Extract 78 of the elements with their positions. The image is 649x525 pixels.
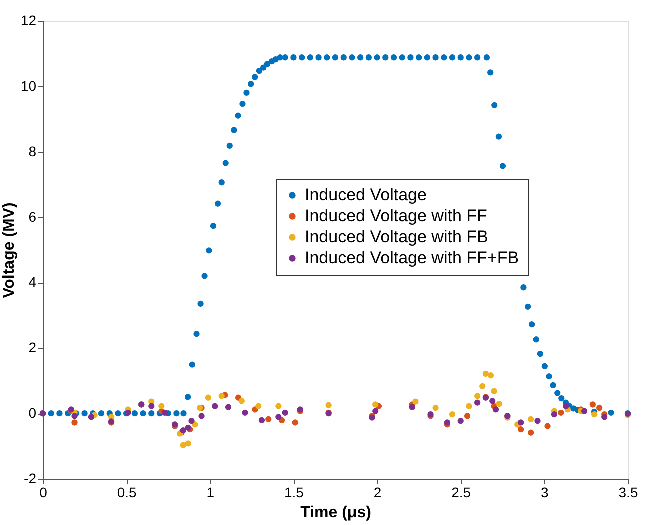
point: [466, 403, 472, 410]
point: [551, 411, 558, 418]
point: [518, 420, 524, 426]
point: [482, 370, 490, 378]
point: [488, 372, 494, 379]
point: [88, 414, 95, 420]
point: [518, 426, 524, 433]
point: [188, 418, 195, 424]
point: [282, 410, 288, 416]
y-tick-label: 0: [28, 405, 37, 422]
y-axis-title: Voltage (MV): [0, 202, 18, 298]
point: [496, 401, 502, 408]
x-tick-label: 0.5: [117, 484, 138, 500]
point: [276, 414, 282, 420]
point: [602, 414, 608, 420]
point: [480, 383, 486, 390]
point: [412, 398, 419, 405]
x-tick-label: 3.5: [618, 484, 638, 500]
point: [242, 410, 248, 416]
point: [528, 430, 534, 436]
point: [162, 410, 168, 416]
point: [292, 420, 298, 426]
x-axis-title: Time (μs): [300, 504, 372, 522]
point: [372, 408, 379, 414]
point: [581, 408, 588, 414]
point: [276, 403, 282, 410]
point: [596, 404, 603, 412]
point: [558, 410, 564, 416]
point: [534, 418, 541, 424]
point: [212, 403, 218, 410]
legend-label: Induced Voltage with FF: [305, 206, 488, 226]
point: [158, 403, 165, 410]
point: [326, 402, 332, 408]
y-tick-label: 4: [28, 274, 37, 290]
point: [225, 404, 232, 410]
y-tick-label: 2: [28, 340, 37, 356]
point: [474, 400, 481, 406]
point: [72, 413, 78, 420]
point: [258, 417, 266, 424]
point: [563, 403, 570, 410]
point: [238, 398, 245, 404]
point: [72, 420, 78, 426]
point: [185, 440, 192, 447]
legend-label: Induced Voltage with FF+FB: [305, 248, 520, 268]
y-tick-label: 8: [28, 143, 37, 160]
legend-label: Induced Voltage with FB: [305, 228, 488, 246]
y-tick-label: 12: [20, 12, 37, 28]
x-tick-label: 3: [541, 484, 550, 500]
point: [590, 402, 596, 408]
point: [432, 404, 439, 412]
x-tick-label: 1.5: [284, 484, 304, 500]
point: [205, 394, 212, 401]
point: [256, 403, 262, 410]
point: [180, 442, 186, 448]
point: [218, 393, 225, 400]
point: [528, 416, 534, 423]
y-tick-label: 6: [28, 208, 37, 225]
point: [449, 411, 456, 418]
point: [266, 416, 272, 423]
y-tick-label: 10: [20, 78, 37, 94]
point: [491, 388, 498, 394]
point: [464, 413, 471, 420]
point: [458, 418, 464, 424]
point: [474, 393, 481, 400]
point: [409, 404, 416, 410]
point: [544, 423, 551, 430]
x-tick-label: 2.5: [452, 484, 472, 500]
point: [490, 398, 496, 404]
x-tick-label: 1: [206, 484, 215, 500]
x-tick-label: 0: [40, 484, 48, 500]
point: [492, 406, 500, 413]
legend-label: Induced Voltage: [305, 186, 427, 204]
point: [198, 413, 205, 420]
point: [591, 411, 598, 418]
point: [372, 402, 379, 408]
point: [148, 403, 155, 410]
x-tick-label: 2: [374, 484, 382, 500]
y-tick-label: -2: [24, 470, 37, 486]
